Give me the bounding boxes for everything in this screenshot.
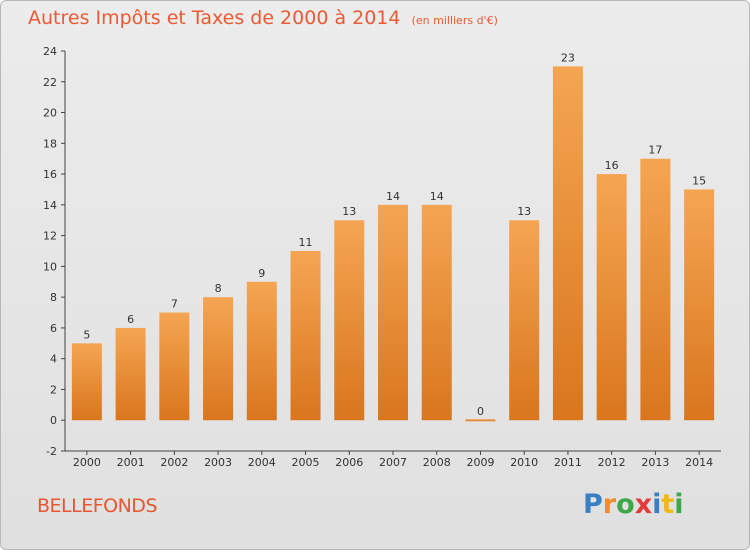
x-tick-label: 2011 [554, 456, 582, 469]
x-tick-label: 2002 [160, 456, 188, 469]
bar [421, 204, 452, 421]
y-tick-label: 10 [43, 260, 57, 273]
data-label: 13 [342, 205, 356, 218]
bar [640, 158, 671, 421]
y-tick-label: 20 [43, 107, 57, 120]
y-tick-label: 2 [50, 383, 57, 396]
x-tick-label: 2003 [204, 456, 232, 469]
bar [290, 251, 321, 421]
y-tick-label: 24 [43, 45, 57, 58]
logo-letter: P [583, 489, 603, 520]
data-label: 6 [127, 313, 134, 326]
y-tick-label: 14 [43, 199, 57, 212]
x-tick-label: 2008 [423, 456, 451, 469]
bar [115, 327, 146, 421]
y-tick-label: 8 [50, 291, 57, 304]
bar [509, 220, 540, 421]
bar [552, 66, 583, 421]
title-row: Autres Impôts et Taxes de 2000 à 2014 (e… [28, 7, 498, 29]
data-label: 8 [215, 282, 222, 295]
data-label: 11 [299, 236, 313, 249]
x-tick-label: 2013 [641, 456, 669, 469]
chart-subtitle: (en milliers d'€) [411, 14, 498, 27]
bar [71, 343, 102, 421]
logo-letter: x [634, 489, 653, 520]
data-label: 7 [171, 298, 178, 311]
y-tick-label: 18 [43, 137, 57, 150]
proxiti-logo: Proxiti [583, 489, 684, 520]
data-label: 17 [648, 144, 662, 157]
y-tick-label: -2 [46, 445, 57, 458]
data-label: 23 [561, 51, 575, 64]
y-tick-label: 4 [50, 353, 57, 366]
data-label: 14 [430, 190, 444, 203]
bar [378, 204, 408, 421]
logo-letter: o [616, 489, 635, 520]
bar [596, 174, 627, 421]
bar [159, 312, 190, 421]
data-label: 15 [692, 174, 706, 187]
logo-letter: i [652, 489, 662, 520]
logo-letter: i [674, 489, 684, 520]
x-tick-label: 2009 [466, 456, 494, 469]
logo-letter: t [661, 489, 675, 520]
bar [465, 419, 496, 422]
y-tick-label: 0 [50, 414, 57, 427]
x-tick-label: 2012 [598, 456, 626, 469]
bar [203, 297, 234, 421]
data-label: 14 [386, 190, 400, 203]
x-tick-label: 2000 [73, 456, 101, 469]
x-tick-label: 2001 [117, 456, 145, 469]
y-tick-label: 16 [43, 168, 57, 181]
x-tick-label: 2007 [379, 456, 407, 469]
data-label: 16 [605, 159, 619, 172]
x-tick-label: 2010 [510, 456, 538, 469]
x-tick-label: 2005 [292, 456, 320, 469]
data-label: 0 [477, 405, 484, 418]
logo-letter: r [602, 489, 617, 520]
data-label: 9 [258, 267, 265, 280]
y-tick-label: 22 [43, 76, 57, 89]
commune-name: BELLEFONDS [37, 495, 158, 517]
bar [684, 189, 715, 421]
y-tick-label: 6 [50, 322, 57, 335]
y-tick-label: 12 [43, 230, 57, 243]
x-tick-label: 2006 [335, 456, 363, 469]
bar [334, 220, 365, 421]
bar [246, 281, 277, 421]
chart-title: Autres Impôts et Taxes de 2000 à 2014 [28, 7, 401, 29]
x-tick-label: 2014 [685, 456, 713, 469]
data-label: 13 [517, 205, 531, 218]
x-tick-label: 2004 [248, 456, 276, 469]
data-label: 5 [83, 328, 90, 341]
